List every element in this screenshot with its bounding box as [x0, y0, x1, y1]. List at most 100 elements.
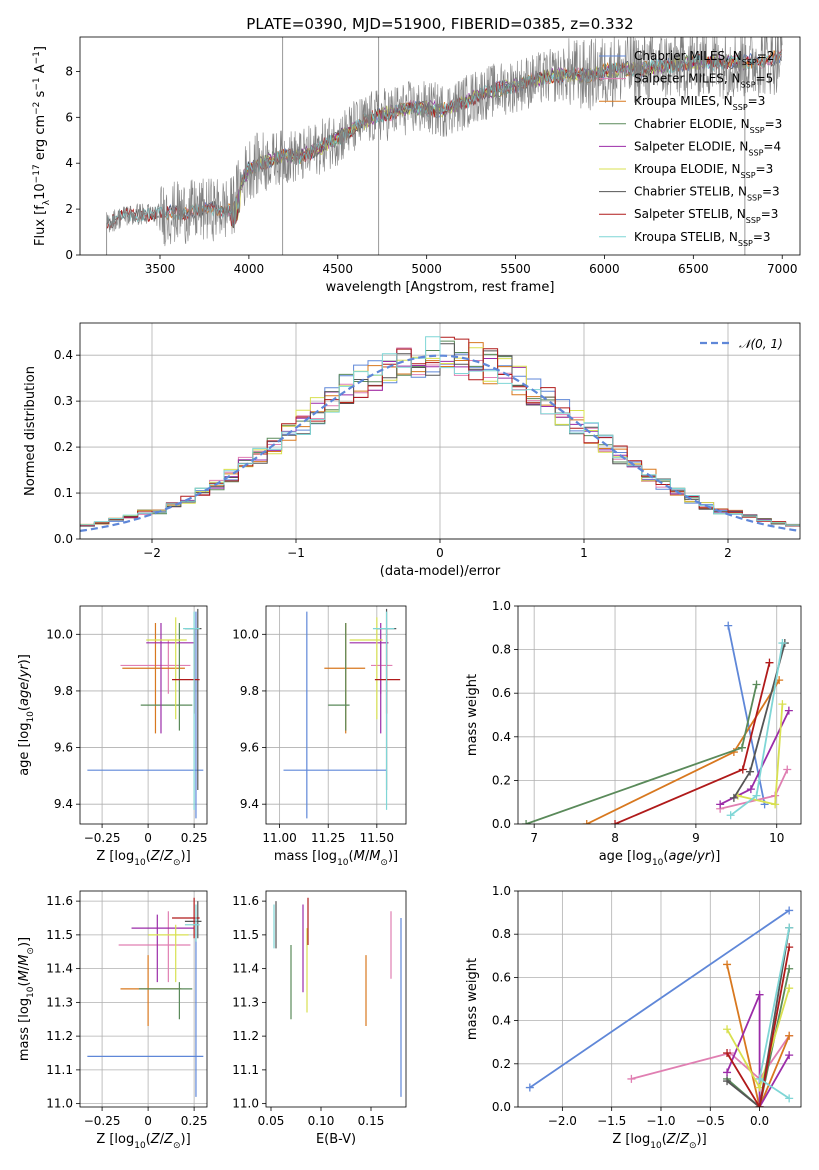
- x-tick-label: 5500: [500, 262, 531, 276]
- label-part: 10: [650, 1141, 662, 1151]
- weight-line: [529, 909, 790, 1089]
- legend-label-sub: SSP: [747, 193, 762, 202]
- label-part: ⊙: [689, 1141, 697, 1151]
- legend-label-main: Kroupa STELIB, N: [634, 230, 738, 244]
- axes-frame: [517, 605, 802, 825]
- legend-label-count: =2: [757, 49, 775, 63]
- legend-label-count: =4: [763, 139, 781, 153]
- legend-label: Chabrier STELIB, NSSP=3: [634, 185, 780, 203]
- label-part: Z [log: [96, 849, 134, 864]
- panel-age_vs_Z: −0.25 0 0.259.49.69.810.0Z [log10(Z/Z⊙)]ag…: [17, 605, 208, 868]
- weight-line: [726, 994, 790, 1107]
- y-tick-label: 8: [65, 64, 73, 78]
- axes-frame: [265, 605, 407, 825]
- legend-label: 𝒩(0, 1): [739, 337, 783, 351]
- y-tick-label: 11.6: [46, 894, 73, 908]
- label-part: /: [676, 1132, 681, 1147]
- label-part: Z [log: [96, 1132, 134, 1147]
- plot-area-age_vs_mass: [283, 608, 401, 819]
- label-part: Z: [163, 1132, 174, 1147]
- legend-label-sub: SSP: [741, 171, 756, 180]
- weight-marker: [723, 1077, 732, 1086]
- label-part: (: [349, 849, 354, 864]
- y-tick-label: 0.6: [492, 970, 511, 984]
- spectrum-data-line: [106, 37, 783, 255]
- x-tick-label: 7: [530, 831, 538, 845]
- y-axis-label: mass weight: [465, 674, 480, 756]
- x-tick-label: 7000: [767, 262, 798, 276]
- legend-label-count: =3: [762, 185, 780, 199]
- label-part: )]: [697, 1132, 707, 1147]
- label-part: Z: [150, 849, 161, 864]
- axes-frame: [79, 890, 208, 1108]
- label-part: 10: [134, 858, 146, 868]
- weight-marker: [729, 793, 738, 802]
- x-tick-label: 10: [769, 831, 784, 845]
- weight-marker: [738, 765, 747, 774]
- x-tick-label: 11.50: [360, 831, 394, 845]
- label-part: )]: [710, 849, 720, 864]
- weight-marker: [783, 765, 792, 774]
- legend-label-main: Salpeter ELODIE, N: [634, 139, 748, 153]
- x-tick-label: −1.5: [597, 1114, 626, 1128]
- y-tick-label: 10.0: [232, 627, 259, 641]
- label-part: 10: [33, 183, 48, 200]
- x-tick-label: −2: [143, 546, 161, 560]
- weight-marker: [785, 923, 794, 932]
- x-tick-label: 0.0: [750, 1114, 769, 1128]
- label-part: ⊙: [26, 947, 36, 955]
- x-tick-label: 3500: [145, 262, 176, 276]
- legend-label-main: Kroupa ELODIE, N: [634, 162, 741, 176]
- label-part: −1: [32, 51, 42, 64]
- legend-label-sub: SSP: [733, 103, 748, 112]
- legend-label: Salpeter ELODIE, NSSP=4: [634, 139, 781, 157]
- x-tick-label: 0.15: [358, 1114, 385, 1128]
- weight-line: [726, 947, 791, 1107]
- axes-frame: [79, 605, 208, 825]
- weight-marker: [785, 1094, 794, 1103]
- weight-marker: [746, 767, 755, 776]
- label-part: /: [160, 1132, 165, 1147]
- x-axis-label: Z [log10(Z/Z⊙)]: [612, 1132, 706, 1151]
- x-axis-label: Z [log10(Z/Z⊙)]: [96, 1132, 190, 1151]
- legend-label-sub: SSP: [746, 216, 761, 225]
- legend-label: Salpeter MILES, NSSP=5: [634, 72, 773, 90]
- label-part: Z: [163, 849, 174, 864]
- y-tick-label: 10.0: [46, 627, 73, 641]
- weight-marker: [771, 800, 780, 809]
- plot-area-residual_histogram: [80, 336, 800, 532]
- plot-area-mass_vs_EBV: [273, 897, 402, 1097]
- axes-frame: [79, 36, 801, 256]
- y-tick-label: 0.4: [492, 730, 511, 744]
- y-tick-label: 11.3: [232, 995, 259, 1009]
- y-tick-label: 11.1: [232, 1063, 259, 1077]
- label-part: (: [663, 849, 668, 864]
- weight-marker: [785, 1051, 794, 1060]
- weight-marker: [627, 1074, 636, 1083]
- label-part: age: [668, 849, 692, 864]
- label-part: M: [369, 849, 380, 864]
- label-part: yr: [696, 849, 712, 864]
- legend-label-sub: SSP: [741, 80, 756, 89]
- label-part: yr: [17, 663, 32, 679]
- label-part: /: [693, 849, 698, 864]
- label-part: A: [33, 64, 48, 77]
- x-tick-label: 8: [611, 831, 619, 845]
- label-part: /: [160, 849, 165, 864]
- label-part: M: [17, 955, 32, 966]
- weight-line: [737, 704, 784, 806]
- y-tick-label: 0.6: [492, 686, 511, 700]
- weight-marker: [785, 1031, 794, 1040]
- legend-label-count: =3: [765, 117, 783, 131]
- legend-label-count: =5: [756, 72, 774, 86]
- weight-marker: [522, 820, 531, 824]
- label-part: Z: [666, 1132, 677, 1147]
- legend-label: Salpeter STELIB, NSSP=3: [634, 207, 778, 225]
- legend-label-main: Salpeter STELIB, N: [634, 207, 746, 221]
- y-tick-label: 0.2: [54, 440, 73, 454]
- label-part: )]: [388, 849, 398, 864]
- weight-marker: [724, 621, 733, 630]
- x-tick-label: −0.5: [696, 1114, 725, 1128]
- legend-label-main: Kroupa MILES, N: [634, 94, 733, 108]
- label-part: mass [log: [274, 849, 337, 864]
